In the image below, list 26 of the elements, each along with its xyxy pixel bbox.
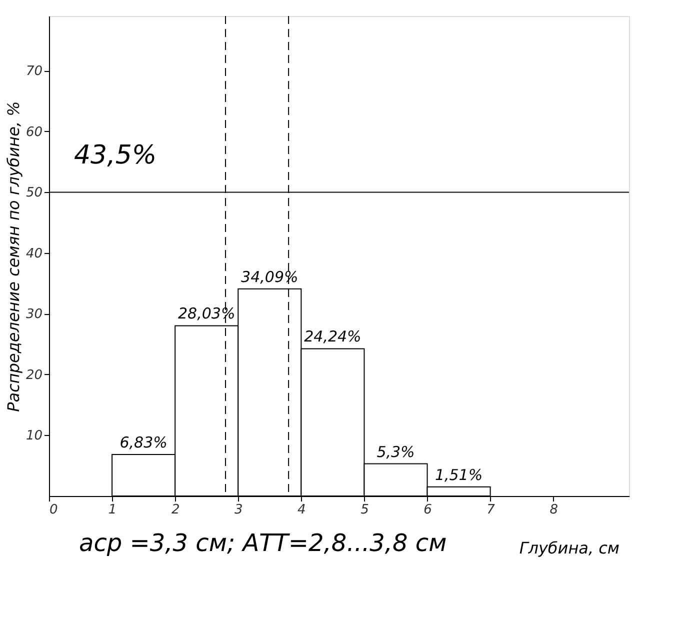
y-tick-label: 70 [26,64,42,80]
data-label: 28,03% [178,304,236,323]
annotation: 43,5% [74,140,157,171]
y-axis-title: Распределение семян по глубине, % [4,101,23,412]
x-tick-label: 2 [171,502,180,518]
data-label: 34,09% [241,268,298,286]
data-label: 1,51% [434,466,483,484]
x-tick-label: 5 [360,502,369,518]
x-tick-label: 7 [486,502,496,518]
y-tick-label: 20 [26,368,42,383]
data-label: 5,3% [376,442,415,461]
y-tick-label: 30 [26,307,42,322]
y-tick-label: 60 [26,124,42,140]
y-tick-label: 40 [26,246,42,262]
data-label: 24,24% [304,328,362,346]
text: aср =3,3 см; АТТ=2,8...3,8 см [79,529,447,557]
y-tick-label: 10 [26,428,42,444]
x-tick-label: 8 [550,502,558,518]
x-tick-label: 1 [108,502,117,518]
y-tick-label: 50 [26,186,42,201]
x-tick-label: 3 [234,502,243,518]
x-tick-label: 4 [298,502,306,518]
data-label: 6,83% [120,434,168,452]
x-tick-label: 6 [424,502,432,518]
x-axis-title: Глубина, см [519,538,620,558]
x-tick-label: 0 [50,502,58,518]
